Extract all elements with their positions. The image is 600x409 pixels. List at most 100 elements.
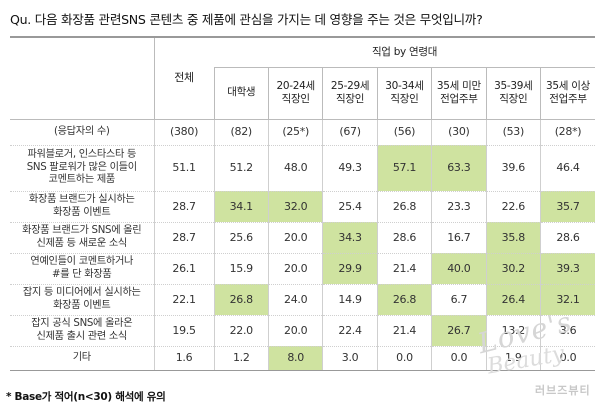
header-col-line1: 30-34세: [385, 79, 424, 92]
base-row-cell: (67): [322, 119, 378, 146]
table-row: 연예인들이 코멘트하거나 #를 단 화장품 26.1 15.9 20.0 29.9 21.4…: [10, 253, 595, 285]
row-label: 화장품 브랜드가 SNS에 올린 신제품 등 새로운 소식: [10, 222, 155, 254]
table-cell: 16.7: [431, 222, 487, 254]
header-col-0: 대학생: [213, 67, 269, 120]
row-label-line: 잡지 등 미디어에서 실시하는: [22, 286, 141, 298]
header-col-5: 35-39세 직장인: [485, 67, 541, 120]
table-cell: 0.0: [539, 346, 595, 371]
row-label-line: 연예인들이 코멘트하거나: [30, 255, 134, 267]
table-cell: 22.0: [213, 315, 269, 347]
table-cell: 51.2: [213, 145, 269, 192]
watermark-line3: 러브즈뷰티: [535, 384, 591, 397]
header-col-line1: 35-39세: [494, 79, 533, 92]
row-label-line: 기타: [72, 351, 91, 363]
highlighted-cell: 39.3: [539, 253, 595, 285]
base-row: (응답자의 수) (380) (82) (25*) (67) (56) (30) (53)…: [10, 119, 595, 146]
row-label: 연예인들이 코멘트하거나 #를 단 화장품: [10, 253, 155, 285]
header-col-1: 20-24세 직장인: [267, 67, 323, 120]
table-cell: 0.0: [431, 346, 487, 371]
base-row-cell: (25*): [267, 119, 323, 146]
row-total: 19.5: [153, 315, 215, 347]
table-cell: 20.0: [267, 222, 323, 254]
survey-table: 전체 직업 by 연령대 대학생 20-24세 직장인 25-29세 직장인 30-34세…: [10, 36, 595, 371]
base-row-cell: (53): [485, 119, 541, 146]
row-label-line: 잡지 공식 SNS에 올라온: [31, 317, 133, 329]
highlighted-cell: 30.2: [485, 253, 541, 285]
table-cell: 3.6: [539, 315, 595, 347]
header-col-4: 35세 미만 전업주부: [431, 67, 487, 120]
base-row-cell: (82): [213, 119, 269, 146]
header-col-line1: 35세 미만: [436, 79, 481, 92]
row-label-line: 파워블로거, 인스타스타 등: [27, 148, 137, 160]
table-cell: 22.6: [485, 191, 541, 223]
table-cell: 24.0: [267, 284, 323, 316]
row-label-line: 화장품 이벤트: [53, 206, 111, 218]
row-total: 28.7: [153, 191, 215, 223]
table-cell: 49.3: [322, 145, 378, 192]
table-row: 기타 1.6 1.2 8.0 3.0 0.0 0.0 1.9 0.0: [10, 346, 595, 371]
table-cell: 14.9: [322, 284, 378, 316]
row-label-line: 화장품 브랜드가 실시하는: [28, 193, 135, 205]
row-label-line: 화장품 이벤트: [53, 299, 111, 311]
row-label-line: 화장품 브랜드가 SNS에 올린: [22, 224, 142, 236]
row-total: 51.1: [153, 145, 215, 192]
highlighted-cell: 8.0: [267, 346, 323, 371]
header-col-line2: 직장인: [281, 93, 310, 105]
header-label-blank: [10, 36, 155, 120]
table-cell: 28.6: [376, 222, 432, 254]
row-total: 26.1: [153, 253, 215, 285]
row-label: 잡지 공식 SNS에 올라온 신제품 출시 관련 소식: [10, 315, 155, 347]
table-cell: 39.6: [485, 145, 541, 192]
row-label-line: SNS 팔로워가 많은 이들이: [26, 161, 137, 173]
table-cell: 20.0: [267, 315, 323, 347]
header-col-line1: 35세 이상: [546, 79, 590, 92]
highlighted-cell: 32.1: [539, 284, 595, 316]
base-row-cell: (28*): [539, 119, 595, 146]
header-group: 직업 by 연령대: [214, 36, 595, 68]
row-label: 기타: [10, 346, 155, 371]
table-cell: 28.6: [539, 222, 595, 254]
table-cell: 1.2: [213, 346, 269, 371]
row-label: 화장품 브랜드가 실시하는 화장품 이벤트: [10, 191, 155, 223]
table-row: 파워블로거, 인스타스타 등 SNS 팔로워가 많은 이들이 코멘트하는 제품 51.…: [10, 145, 595, 192]
table-row: 화장품 브랜드가 SNS에 올린 신제품 등 새로운 소식 28.7 25.6 20.0…: [10, 222, 595, 254]
header-col-line2: 직장인: [499, 93, 528, 105]
highlighted-cell: 26.8: [376, 284, 432, 316]
highlighted-cell: 35.8: [485, 222, 541, 254]
header-col-line2: 직장인: [390, 93, 419, 105]
row-total: 28.7: [153, 222, 215, 254]
table-cell: 48.0: [267, 145, 323, 192]
row-label-line: 신제품 출시 관련 소식: [36, 330, 128, 342]
question-title: Qu. 다음 화장품 관련SNS 콘텐츠 중 제품에 관심을 가지는 데 영향을…: [10, 12, 483, 27]
table-cell: 13.2: [485, 315, 541, 347]
header-col-6: 35세 이상 전업주부: [539, 67, 595, 120]
row-label-line: 신제품 등 새로운 소식: [36, 237, 128, 249]
row-label-line: #를 단 화장품: [52, 268, 112, 280]
table-cell: 22.4: [322, 315, 378, 347]
header-col-line2: 전업주부: [549, 93, 587, 105]
row-total: 1.6: [153, 346, 215, 371]
highlighted-cell: 40.0: [431, 253, 487, 285]
header-col-line1: 20-24세: [276, 79, 315, 92]
header-col-3: 30-34세 직장인: [376, 67, 432, 120]
table-cell: 3.0: [322, 346, 378, 371]
base-row-label: (응답자의 수): [10, 119, 155, 146]
table-cell: 25.6: [213, 222, 269, 254]
table-cell: 21.4: [376, 253, 432, 285]
row-label: 잡지 등 미디어에서 실시하는 화장품 이벤트: [10, 284, 155, 316]
table-cell: 15.9: [213, 253, 269, 285]
highlighted-cell: 35.7: [539, 191, 595, 223]
table-cell: 21.4: [376, 315, 432, 347]
highlighted-cell: 63.3: [431, 145, 487, 192]
watermark-logo: Love's Beauty 러브즈뷰티: [455, 305, 595, 407]
table-cell: 20.0: [267, 253, 323, 285]
header-col-line2: 전업주부: [440, 93, 478, 105]
table-row: 잡지 등 미디어에서 실시하는 화장품 이벤트 22.1 26.8 24.0 14.9 26…: [10, 284, 595, 316]
base-row-cell: (30): [431, 119, 487, 146]
table-cell: 23.3: [431, 191, 487, 223]
table-cell: 1.9: [485, 346, 541, 371]
base-row-cell: (56): [376, 119, 432, 146]
table-cell: 46.4: [539, 145, 595, 192]
highlighted-cell: 34.1: [213, 191, 269, 223]
highlighted-cell: 26.8: [213, 284, 269, 316]
